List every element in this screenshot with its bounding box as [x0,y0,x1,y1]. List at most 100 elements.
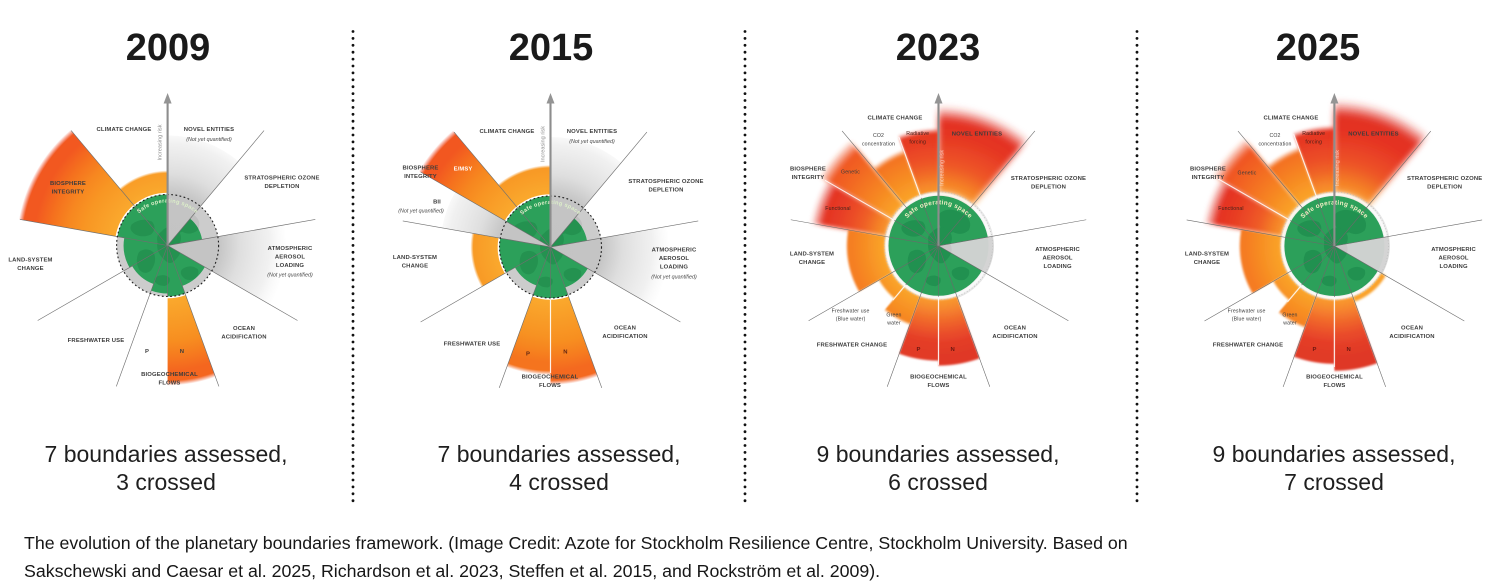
svg-text:(Not yet quantified): (Not yet quantified) [569,139,615,145]
svg-text:DEPLETION: DEPLETION [1031,185,1066,191]
svg-text:FRESHWATER CHANGE: FRESHWATER CHANGE [817,343,888,349]
svg-text:(Not yet quantified): (Not yet quantified) [186,137,232,143]
svg-text:E/MSY: E/MSY [454,167,473,173]
svg-text:FRESHWATER USE: FRESHWATER USE [444,342,501,348]
svg-text:forcing: forcing [1305,140,1322,146]
svg-text:Increasing risk: Increasing risk [939,150,945,186]
svg-text:INTEGRITY: INTEGRITY [1192,175,1225,181]
svg-text:BIOGEOCHEMICAL: BIOGEOCHEMICAL [1306,375,1363,381]
svg-text:ATMOSPHERIC: ATMOSPHERIC [652,248,697,254]
svg-text:Increasing risk: Increasing risk [540,126,546,162]
svg-text:CO2: CO2 [873,133,884,139]
svg-text:NOVEL ENTITIES: NOVEL ENTITIES [184,127,234,133]
svg-text:AEROSOL: AEROSOL [1439,256,1469,262]
svg-text:concentration: concentration [1258,142,1291,148]
svg-text:AEROSOL: AEROSOL [275,255,305,261]
svg-text:CHANGE: CHANGE [799,260,825,266]
svg-text:N: N [180,349,184,355]
svg-text:FLOWS: FLOWS [927,383,949,389]
svg-text:Radiative: Radiative [906,131,929,137]
svg-text:AEROSOL: AEROSOL [1043,256,1073,262]
svg-text:ATMOSPHERIC: ATMOSPHERIC [1035,247,1080,253]
svg-text:N: N [950,347,954,353]
svg-text:Radiative: Radiative [1302,131,1325,137]
svg-text:CHANGE: CHANGE [402,264,428,270]
svg-text:N: N [563,350,567,356]
svg-text:STRATOSPHERIC OZONE: STRATOSPHERIC OZONE [1011,176,1086,182]
svg-text:OCEAN: OCEAN [233,326,255,332]
svg-text:CLIMATE CHANGE: CLIMATE CHANGE [1263,116,1318,122]
svg-text:NOVEL ENTITIES: NOVEL ENTITIES [952,132,1002,138]
svg-text:(Blue water): (Blue water) [1232,317,1262,323]
svg-text:FRESHWATER USE: FRESHWATER USE [68,338,125,344]
svg-text:LAND-SYSTEM: LAND-SYSTEM [1185,252,1229,258]
svg-text:water: water [1283,321,1297,327]
svg-text:CO2: CO2 [1269,133,1280,139]
svg-text:LAND-SYSTEM: LAND-SYSTEM [790,252,834,258]
svg-text:P: P [526,352,530,358]
svg-text:DEPLETION: DEPLETION [264,184,299,190]
svg-text:DEPLETION: DEPLETION [648,188,683,194]
svg-text:AEROSOL: AEROSOL [659,256,689,262]
svg-text:ACIDIFICATION: ACIDIFICATION [992,334,1037,340]
svg-text:BII: BII [433,200,441,206]
svg-text:ATMOSPHERIC: ATMOSPHERIC [268,246,313,252]
svg-text:NOVEL ENTITIES: NOVEL ENTITIES [567,129,617,135]
svg-text:FLOWS: FLOWS [539,383,561,389]
svg-text:INTEGRITY: INTEGRITY [404,174,437,180]
svg-text:BIOSPHERE: BIOSPHERE [1190,167,1226,173]
svg-text:CLIMATE CHANGE: CLIMATE CHANGE [867,116,922,122]
svg-text:ATMOSPHERIC: ATMOSPHERIC [1431,247,1476,253]
svg-text:INTEGRITY: INTEGRITY [792,175,825,181]
svg-text:Increasing risk: Increasing risk [1335,150,1341,186]
svg-text:INTEGRITY: INTEGRITY [52,190,85,196]
svg-text:N: N [1346,347,1350,353]
svg-text:Green: Green [886,313,901,319]
svg-text:ACIDIFICATION: ACIDIFICATION [221,335,266,341]
svg-text:LOADING: LOADING [1043,264,1071,270]
svg-text:(Blue water): (Blue water) [836,317,866,323]
svg-text:Genetic: Genetic [841,170,860,176]
svg-text:Genetic: Genetic [1238,171,1257,177]
svg-text:water: water [887,321,901,327]
svg-text:OCEAN: OCEAN [614,326,636,332]
svg-text:concentration: concentration [862,142,895,148]
svg-text:DEPLETION: DEPLETION [1427,185,1462,191]
svg-text:ACIDIFICATION: ACIDIFICATION [1389,334,1434,340]
svg-text:(Not yet quantified): (Not yet quantified) [267,273,313,279]
svg-text:BIOSPHERE: BIOSPHERE [50,181,86,187]
svg-text:Freshwater use: Freshwater use [1228,309,1266,315]
svg-text:STRATOSPHERIC OZONE: STRATOSPHERIC OZONE [244,176,319,182]
svg-text:CLIMATE CHANGE: CLIMATE CHANGE [479,129,534,135]
svg-text:FLOWS: FLOWS [1323,383,1345,389]
svg-text:LOADING: LOADING [660,265,688,271]
svg-text:STRATOSPHERIC OZONE: STRATOSPHERIC OZONE [628,179,703,185]
svg-text:CLIMATE CHANGE: CLIMATE CHANGE [96,127,151,133]
svg-text:OCEAN: OCEAN [1004,326,1026,332]
svg-text:forcing: forcing [909,140,926,146]
svg-text:OCEAN: OCEAN [1401,326,1423,332]
svg-text:Freshwater use: Freshwater use [832,309,870,315]
svg-text:LAND-SYSTEM: LAND-SYSTEM [8,258,52,264]
svg-text:(Not yet quantified): (Not yet quantified) [651,275,697,281]
svg-text:BIOGEOCHEMICAL: BIOGEOCHEMICAL [910,375,967,381]
svg-text:CHANGE: CHANGE [1194,260,1220,266]
svg-text:Increasing risk: Increasing risk [157,124,163,160]
svg-text:P: P [145,349,149,355]
svg-text:(Not yet quantified): (Not yet quantified) [398,209,444,215]
svg-text:Functional: Functional [1218,206,1243,212]
svg-text:CHANGE: CHANGE [17,266,43,272]
svg-text:FLOWS: FLOWS [158,381,180,387]
svg-text:BIOGEOCHEMICAL: BIOGEOCHEMICAL [522,375,579,381]
svg-text:ACIDIFICATION: ACIDIFICATION [602,334,647,340]
svg-text:NOVEL ENTITIES: NOVEL ENTITIES [1348,132,1398,138]
svg-text:LOADING: LOADING [1439,264,1467,270]
svg-text:Functional: Functional [825,206,850,212]
svg-text:P: P [1313,347,1317,353]
svg-text:Green: Green [1282,313,1297,319]
svg-text:BIOGEOCHEMICAL: BIOGEOCHEMICAL [141,372,198,378]
svg-text:P: P [917,347,921,353]
svg-text:LAND-SYSTEM: LAND-SYSTEM [393,255,437,261]
svg-text:LOADING: LOADING [276,263,304,269]
svg-text:BIOSPHERE: BIOSPHERE [402,166,438,172]
